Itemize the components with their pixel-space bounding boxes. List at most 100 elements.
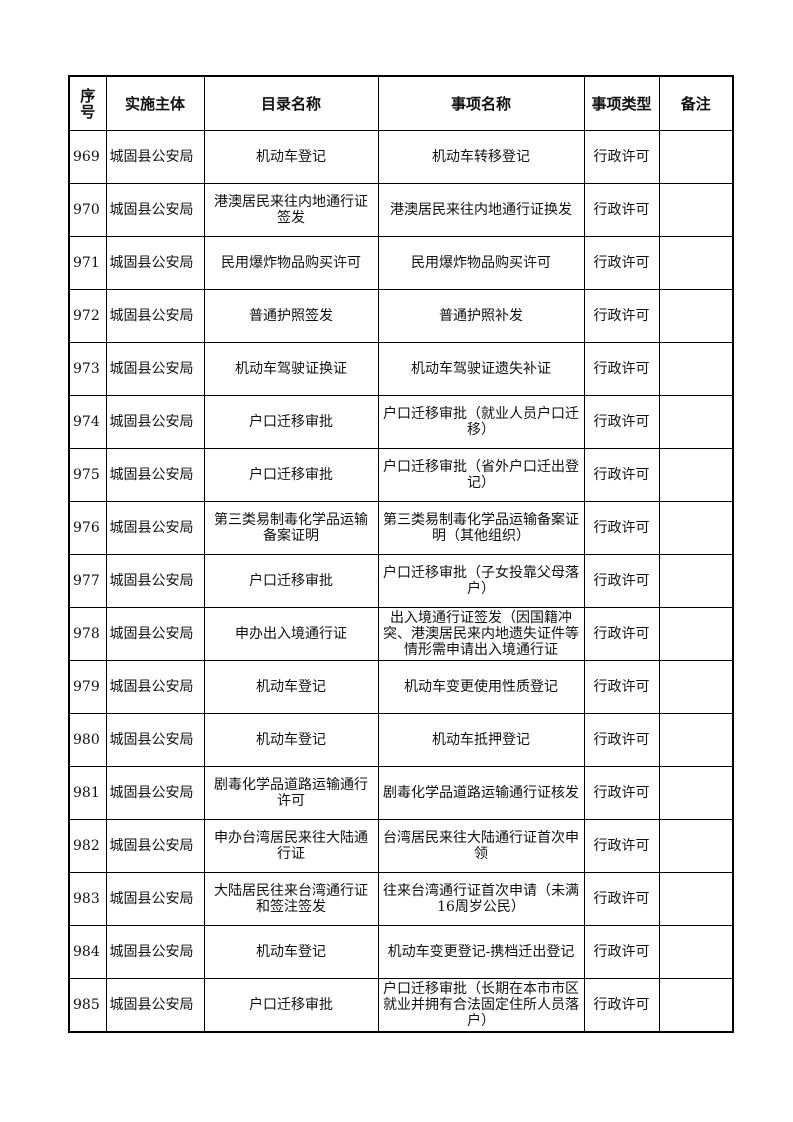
cell-type-text: 行政许可: [593, 732, 650, 748]
cell-no: 982: [68, 819, 107, 873]
cell-catalog-text: 申办台湾居民来往大陆通行证: [214, 830, 368, 862]
cell-item-text: 户口迁移审批（长期在本市市区就业并拥有合法固定住所人员落户）: [383, 981, 579, 1029]
cell-catalog-text: 户口迁移审批: [249, 414, 333, 430]
cell-catalog-text: 户口迁移审批: [249, 467, 333, 483]
cell-type: 行政许可: [583, 395, 660, 449]
cell-org: 城固县公安局: [105, 183, 205, 237]
cell-no-text: 983: [73, 891, 100, 907]
cell-type: 行政许可: [583, 766, 660, 820]
cell-catalog-text: 机动车登记: [256, 732, 326, 748]
cell-org: 城固县公安局: [105, 501, 205, 555]
cell-catalog-text: 机动车驾驶证换证: [235, 361, 347, 377]
table-row: 978 城固县公安局 申办出入境通行证 出入境通行证签发（因国籍冲突、港澳居民来内地遗…: [68, 607, 734, 661]
table-row: 977 城固县公安局 户口迁移审批 户口迁移审批（子女投靠父母落户） 行政许可: [68, 554, 734, 608]
cell-item: 机动车变更登记-携档迁出登记: [377, 925, 585, 979]
cell-type: 行政许可: [583, 448, 660, 502]
cell-org-text: 城固县公安局: [109, 944, 194, 960]
header-type: 事项类型: [583, 75, 660, 131]
cell-item: 第三类易制毒化学品运输备案证明（其他组织）: [377, 501, 585, 555]
cell-catalog: 剧毒化学品道路运输通行许可: [203, 766, 379, 820]
cell-no: 969: [68, 130, 107, 184]
cell-no: 973: [68, 342, 107, 396]
cell-catalog-text: 机动车登记: [256, 149, 326, 165]
cell-type-text: 行政许可: [593, 891, 650, 907]
cell-no: 978: [68, 607, 107, 661]
cell-org: 城固县公安局: [105, 236, 205, 290]
cell-org-text: 城固县公安局: [109, 149, 194, 165]
cell-no: 971: [68, 236, 107, 290]
cell-org: 城固县公安局: [105, 289, 205, 343]
table-row: 975 城固县公安局 户口迁移审批 户口迁移审批（省外户口迁出登记） 行政许可: [68, 448, 734, 502]
cell-catalog: 户口迁移审批: [203, 554, 379, 608]
cell-item-text: 剧毒化学品道路运输通行证核发: [383, 785, 579, 801]
cell-no: 976: [68, 501, 107, 555]
cell-catalog: 港澳居民来往内地通行证签发: [203, 183, 379, 237]
cell-note: [658, 289, 734, 343]
cell-item-text: 户口迁移审批（子女投靠父母落户）: [383, 565, 579, 597]
cell-no: 983: [68, 872, 107, 926]
cell-item: 台湾居民来往大陆通行证首次申领: [377, 819, 585, 873]
cell-type: 行政许可: [583, 978, 660, 1033]
cell-note: [658, 236, 734, 290]
cell-catalog-text: 第三类易制毒化学品运输备案证明: [214, 512, 368, 544]
cell-catalog-text: 港澳居民来往内地通行证签发: [214, 194, 368, 226]
cell-item: 港澳居民来往内地通行证换发: [377, 183, 585, 237]
cell-no-text: 985: [73, 997, 100, 1013]
cell-type-text: 行政许可: [593, 308, 650, 324]
cell-item-text: 普通护照补发: [439, 308, 523, 324]
cell-catalog: 机动车登记: [203, 660, 379, 714]
cell-type: 行政许可: [583, 130, 660, 184]
cell-org: 城固县公安局: [105, 448, 205, 502]
cell-org-text: 城固县公安局: [109, 573, 194, 589]
cell-catalog: 大陆居民往来台湾通行证和签注签发: [203, 872, 379, 926]
cell-org: 城固县公安局: [105, 978, 205, 1033]
cell-note: [658, 925, 734, 979]
table-row: 971 城固县公安局 民用爆炸物品购买许可 民用爆炸物品购买许可 行政许可: [68, 236, 734, 290]
cell-item: 出入境通行证签发（因国籍冲突、港澳居民来内地遗失证件等情形需申请出入境通行证: [377, 607, 585, 661]
cell-item-text: 往来台湾通行证首次申请（未满16周岁公民）: [383, 883, 579, 915]
cell-type: 行政许可: [583, 713, 660, 767]
cell-org-text: 城固县公安局: [109, 255, 194, 271]
cell-org: 城固县公安局: [105, 607, 205, 661]
cell-catalog: 户口迁移审批: [203, 395, 379, 449]
cell-org: 城固县公安局: [105, 342, 205, 396]
cell-type-text: 行政许可: [593, 414, 650, 430]
cell-type: 行政许可: [583, 872, 660, 926]
cell-org: 城固县公安局: [105, 713, 205, 767]
cell-no: 979: [68, 660, 107, 714]
cell-type-text: 行政许可: [593, 361, 650, 377]
cell-item: 机动车转移登记: [377, 130, 585, 184]
cell-item: 机动车抵押登记: [377, 713, 585, 767]
cell-type-text: 行政许可: [593, 467, 650, 483]
cell-item: 民用爆炸物品购买许可: [377, 236, 585, 290]
cell-no: 985: [68, 978, 107, 1033]
cell-item: 普通护照补发: [377, 289, 585, 343]
table-row: 972 城固县公安局 普通护照签发 普通护照补发 行政许可: [68, 289, 734, 343]
cell-type: 行政许可: [583, 501, 660, 555]
items-table: 序号 实施主体 目录名称 事项名称 事项类型 备注 969 城固县公安局 机动车登记…: [68, 75, 734, 1033]
table-row: 973 城固县公安局 机动车驾驶证换证 机动车驾驶证遗失补证 行政许可: [68, 342, 734, 396]
cell-type: 行政许可: [583, 289, 660, 343]
cell-org-text: 城固县公安局: [109, 732, 194, 748]
cell-type: 行政许可: [583, 183, 660, 237]
cell-org-text: 城固县公安局: [109, 414, 194, 430]
cell-type-text: 行政许可: [593, 573, 650, 589]
cell-type: 行政许可: [583, 607, 660, 661]
cell-org: 城固县公安局: [105, 554, 205, 608]
cell-org-text: 城固县公安局: [109, 891, 194, 907]
cell-catalog-text: 户口迁移审批: [249, 997, 333, 1013]
cell-type-text: 行政许可: [593, 944, 650, 960]
cell-org-text: 城固县公安局: [109, 679, 194, 695]
cell-catalog-text: 机动车登记: [256, 679, 326, 695]
header-note: 备注: [658, 75, 734, 131]
cell-type-text: 行政许可: [593, 997, 650, 1013]
cell-no-text: 977: [73, 573, 100, 589]
cell-item-text: 户口迁移审批（省外户口迁出登记）: [383, 459, 579, 491]
header-row: 序号 实施主体 目录名称 事项名称 事项类型 备注: [68, 75, 734, 131]
cell-no-text: 979: [73, 679, 100, 695]
cell-no: 975: [68, 448, 107, 502]
cell-no: 972: [68, 289, 107, 343]
cell-note: [658, 183, 734, 237]
cell-type-text: 行政许可: [593, 679, 650, 695]
cell-type: 行政许可: [583, 342, 660, 396]
